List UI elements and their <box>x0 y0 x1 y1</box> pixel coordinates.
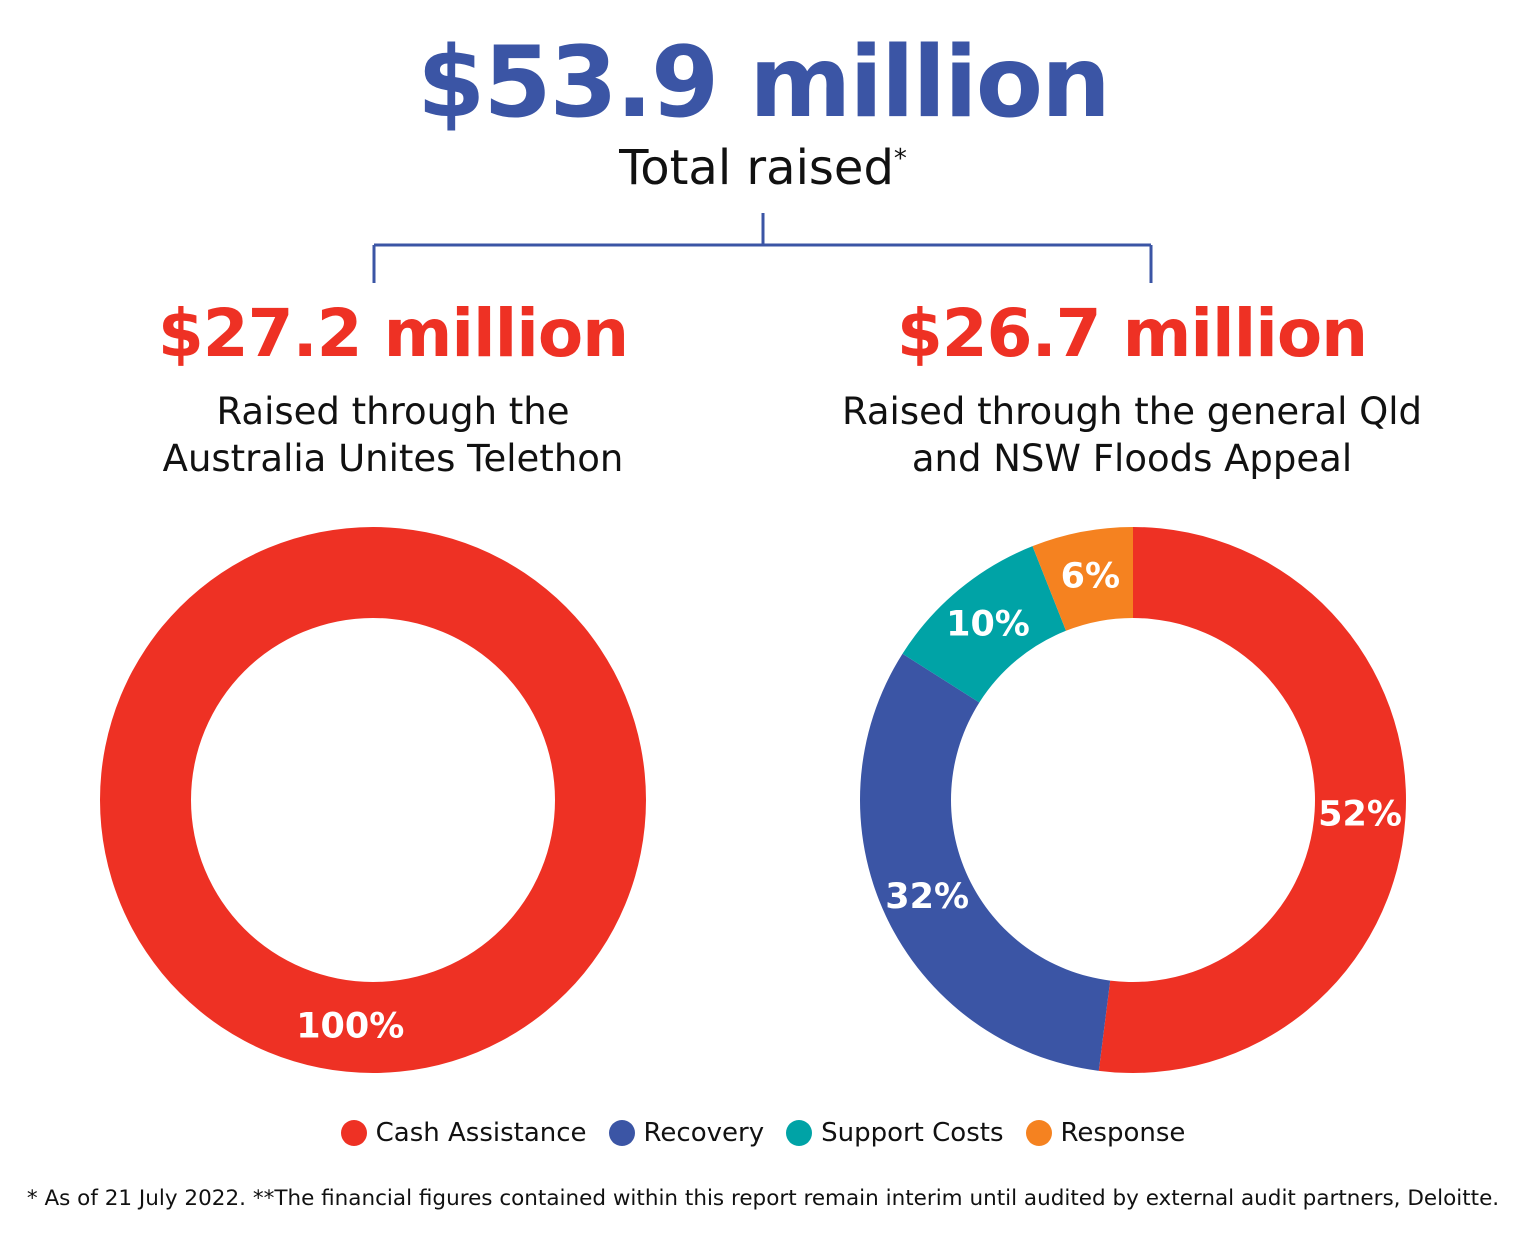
slice-cash-assistance <box>100 527 646 1073</box>
telethon-description-line-2: Australia Unites Telethon <box>162 437 624 480</box>
appeal-description-line-1: Raised through the general Qld <box>841 390 1423 433</box>
legend-item-cash-assistance: Cash Assistance <box>340 1118 587 1148</box>
telethon-donut-chart: 100% <box>100 527 646 1073</box>
total-label: Total raised <box>619 140 894 196</box>
bracket-connector <box>372 213 1153 283</box>
appeal-amount: $26.7 million <box>896 295 1368 372</box>
telethon-amount: $27.2 million <box>157 295 629 372</box>
legend-item-response: Response <box>1025 1118 1186 1148</box>
legend: Cash Assistance Recovery Support Costs R… <box>0 1118 1526 1148</box>
appeal-description-line-2: and NSW Floods Appeal <box>911 437 1353 480</box>
legend-item-support-costs: Support Costs <box>786 1118 1004 1148</box>
slice-label-cash-assistance: 100% <box>296 1006 404 1046</box>
telethon-description-line-1: Raised through the <box>216 390 570 433</box>
slice-recovery <box>860 653 1111 1071</box>
legend-item-recovery: Recovery <box>608 1118 765 1148</box>
slice-label-support-costs: 10% <box>946 605 1030 645</box>
legend-swatch <box>1025 1120 1052 1146</box>
footnote: * As of 21 July 2022. **The financial fi… <box>26 1186 1500 1211</box>
legend-swatch <box>340 1120 367 1146</box>
legend-label: Response <box>1060 1118 1186 1148</box>
legend-swatch <box>608 1120 635 1146</box>
total-asterisk: * <box>893 144 907 174</box>
slice-label-cash-assistance: 52% <box>1318 794 1402 834</box>
total-amount: $53.9 million <box>417 26 1111 140</box>
appeal-donut-chart: 52% 32% 10% 6% <box>860 527 1406 1073</box>
slice-label-recovery: 32% <box>885 877 969 917</box>
total-label-wrapper: Total raised* <box>0 140 1526 198</box>
slice-label-response: 6% <box>1061 557 1120 597</box>
legend-label: Cash Assistance <box>375 1118 587 1148</box>
slice-support-costs <box>902 546 1067 703</box>
telethon-description: Raised through the Australia Unites Tele… <box>93 388 693 482</box>
legend-label: Support Costs <box>821 1118 1004 1148</box>
slice-cash-assistance <box>1098 527 1406 1073</box>
appeal-description: Raised through the general Qld and NSW F… <box>802 388 1462 482</box>
slice-response <box>1032 527 1133 631</box>
legend-label: Recovery <box>643 1118 765 1148</box>
legend-swatch <box>786 1120 813 1146</box>
